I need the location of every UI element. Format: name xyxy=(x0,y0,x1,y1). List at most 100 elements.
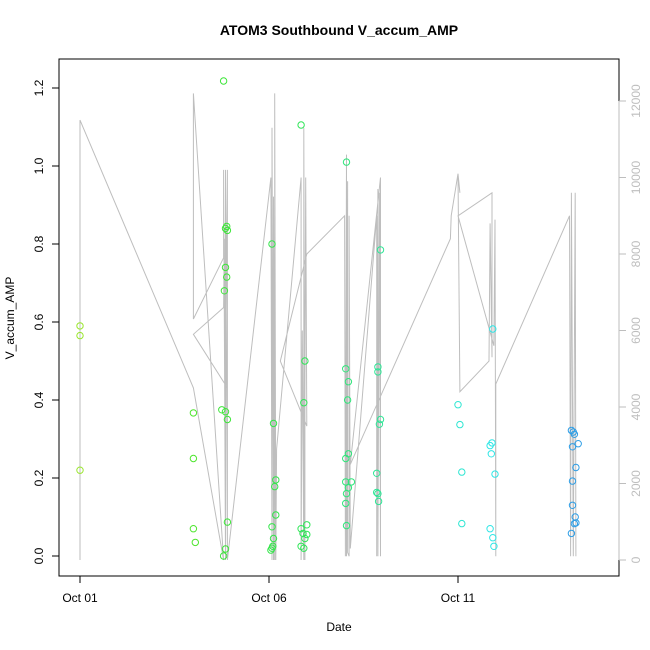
data-point xyxy=(300,399,308,407)
data-point xyxy=(458,468,466,476)
data-point xyxy=(297,121,305,129)
data-point xyxy=(572,463,580,472)
data-point xyxy=(456,420,464,429)
x-tick-label: Oct 06 xyxy=(251,591,287,605)
data-point xyxy=(344,378,353,386)
y2-tick-label: 0 xyxy=(629,556,643,563)
data-point xyxy=(189,409,198,417)
data-point xyxy=(268,240,276,248)
data-point xyxy=(271,482,279,491)
series-line xyxy=(79,93,577,561)
data-point xyxy=(269,419,278,428)
data-point xyxy=(268,544,276,552)
data-point xyxy=(489,534,497,542)
data-point xyxy=(347,478,356,486)
data-point xyxy=(299,529,307,538)
data-point xyxy=(267,546,275,554)
data-point xyxy=(301,357,309,365)
data-point xyxy=(300,544,308,552)
data-point xyxy=(568,477,577,485)
y-tick-label: 0.2 xyxy=(32,469,46,486)
y2-tick-label: 10000 xyxy=(629,160,643,194)
axes: 0.0 0.2 0.4 0.6 0.8 1.0 1.2 0 2000 4000 6000 8000 10… xyxy=(32,79,643,605)
data-point xyxy=(219,77,228,85)
x-tick-label: Oct 11 xyxy=(441,591,476,605)
data-point xyxy=(272,511,280,519)
data-point xyxy=(191,538,200,547)
y-tick-label: 0.0 xyxy=(32,547,46,564)
data-point xyxy=(486,525,494,533)
data-point xyxy=(221,408,230,416)
data-point xyxy=(490,542,498,550)
data-point xyxy=(342,365,350,373)
data-point xyxy=(567,529,576,538)
chart-title: ATOM3 Southbound V_accum_AMP xyxy=(220,22,458,38)
data-point xyxy=(189,454,198,463)
data-point xyxy=(221,545,230,553)
data-point xyxy=(489,325,497,333)
x-axis-label: Date xyxy=(326,620,352,634)
data-point xyxy=(219,552,228,560)
data-point xyxy=(373,469,381,477)
y2-tick-label: 8000 xyxy=(629,240,643,267)
data-point xyxy=(458,519,466,528)
data-point xyxy=(303,530,311,539)
data-point xyxy=(568,443,577,451)
data-point xyxy=(342,158,351,166)
data-point xyxy=(223,222,231,231)
data-point xyxy=(376,246,385,254)
data-point xyxy=(486,441,494,450)
data-point xyxy=(223,415,232,424)
data-point xyxy=(76,331,84,340)
y-axis-label: V_accum_AMP xyxy=(3,277,17,360)
data-point xyxy=(343,396,352,404)
y2-tick-label: 2000 xyxy=(629,470,643,497)
y-tick-label: 0.6 xyxy=(32,313,46,330)
data-point xyxy=(220,287,229,295)
data-point xyxy=(223,273,231,281)
y-tick-label: 1.2 xyxy=(32,79,46,96)
y2-tick-label: 6000 xyxy=(629,317,643,344)
line-series-layer xyxy=(79,93,577,561)
data-point xyxy=(221,224,230,233)
data-point xyxy=(297,525,305,533)
data-point xyxy=(301,534,309,543)
y2-tick-label: 12000 xyxy=(629,84,643,118)
y-tick-label: 0.4 xyxy=(32,391,46,408)
data-point xyxy=(374,363,382,371)
y2-tick-label: 4000 xyxy=(629,393,643,420)
data-point xyxy=(375,420,384,428)
data-point xyxy=(223,518,232,526)
data-point xyxy=(373,488,381,497)
data-point xyxy=(268,523,276,531)
data-point xyxy=(570,519,579,528)
x-tick-label: Oct 01 xyxy=(62,591,98,605)
data-point xyxy=(218,406,226,414)
data-point xyxy=(374,368,382,376)
data-point xyxy=(342,489,351,498)
data-point xyxy=(76,322,84,330)
data-point xyxy=(342,521,351,530)
data-point xyxy=(221,263,230,272)
data-point xyxy=(568,501,577,509)
scatter-series-layer xyxy=(76,77,582,560)
data-point xyxy=(189,525,198,533)
data-point xyxy=(376,415,385,424)
y-tick-label: 1.0 xyxy=(32,157,46,174)
data-point xyxy=(303,521,311,529)
data-point xyxy=(342,454,350,463)
data-point xyxy=(269,534,278,543)
data-point xyxy=(487,450,495,458)
y-tick-label: 0.8 xyxy=(32,235,46,252)
data-point xyxy=(570,430,579,438)
data-point xyxy=(491,470,499,478)
data-point xyxy=(454,401,462,409)
data-point xyxy=(76,466,84,474)
data-point xyxy=(374,497,383,506)
data-point xyxy=(342,478,350,486)
data-point xyxy=(342,499,350,508)
data-point xyxy=(574,440,582,448)
plot-frame xyxy=(58,58,620,577)
data-point xyxy=(223,226,232,235)
